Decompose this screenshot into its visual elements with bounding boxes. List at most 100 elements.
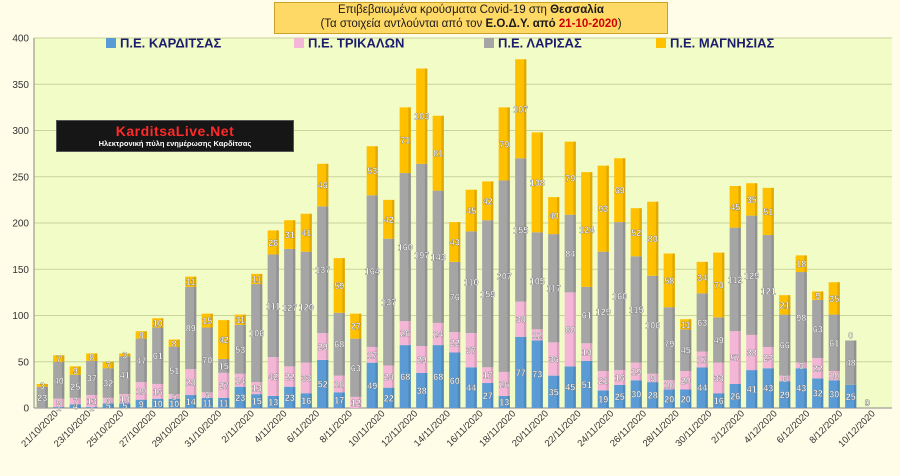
bar-segment-magnisia bbox=[152, 318, 164, 328]
data-label-trikala: 20 bbox=[681, 376, 691, 386]
bar-segment-shade bbox=[210, 392, 213, 398]
bar-segment-karditsa bbox=[449, 352, 461, 408]
bar-segment-magnisia bbox=[746, 183, 758, 216]
bar-segment-shade bbox=[523, 59, 527, 159]
bar-segment-shade bbox=[639, 208, 642, 257]
data-label-larisa: 47 bbox=[136, 356, 146, 366]
data-label-karditsa: 27 bbox=[483, 391, 493, 401]
bar-segment-shade bbox=[358, 313, 362, 339]
bar-segment-karditsa bbox=[135, 399, 147, 408]
data-label-larisa: 164 bbox=[365, 267, 380, 277]
data-label-trikala: 19 bbox=[631, 367, 641, 377]
data-label-magnisia: 103 bbox=[414, 112, 429, 122]
bar-segment-shade bbox=[721, 393, 725, 408]
bar-segment-karditsa bbox=[399, 345, 411, 408]
data-label-trikala: 16 bbox=[615, 373, 625, 383]
bar-segment-magnisia bbox=[828, 282, 840, 315]
bar-segment-magnisia bbox=[581, 172, 593, 287]
bar-segment-trikala bbox=[333, 375, 345, 393]
bar-segment-trikala bbox=[795, 362, 807, 369]
bar-segment-karditsa bbox=[267, 395, 279, 408]
bar-segment-shade bbox=[94, 395, 98, 408]
bar-segment-larisa bbox=[251, 284, 263, 383]
data-label-karditsa: 30 bbox=[829, 390, 839, 400]
data-label-magnisia: 46 bbox=[318, 181, 328, 191]
bar-segment-shade bbox=[177, 398, 180, 408]
data-label-magnisia: 27 bbox=[351, 322, 361, 332]
data-label-trikala: 7 bbox=[73, 397, 78, 407]
bar-segment-shade bbox=[639, 380, 642, 408]
data-label-trikala: 26 bbox=[400, 329, 410, 339]
bar-segment-karditsa bbox=[548, 375, 560, 408]
bar-segment-shade bbox=[622, 370, 626, 385]
bar-segment-shade bbox=[787, 295, 791, 315]
bar-segment-larisa bbox=[729, 227, 741, 332]
bar-segment-shade bbox=[589, 286, 593, 344]
bar-segment-shade bbox=[523, 158, 527, 302]
bar-segment-shade bbox=[853, 384, 857, 408]
bar-segment-larisa bbox=[218, 358, 230, 373]
bar-segment-larisa bbox=[119, 356, 131, 395]
data-label-larisa: 61 bbox=[153, 351, 163, 361]
bar-segment-shade bbox=[804, 255, 807, 273]
bar-segment-shade bbox=[490, 367, 494, 384]
bar-segment-magnisia bbox=[449, 222, 461, 262]
data-label-magnisia: 11 bbox=[186, 277, 196, 287]
bar-segment-magnisia bbox=[185, 276, 197, 287]
bar-segment-shade bbox=[738, 383, 741, 408]
bar-segment-shade bbox=[573, 292, 576, 367]
bar-segment-shade bbox=[606, 371, 609, 391]
bar-segment-shade bbox=[622, 222, 626, 371]
bar-segment-shade bbox=[375, 146, 378, 196]
bar-segment-magnisia bbox=[267, 230, 279, 255]
bar-segment-shade bbox=[853, 340, 857, 385]
bar-segment-larisa bbox=[515, 158, 527, 302]
bar-segment-magnisia bbox=[168, 339, 180, 347]
bar-segment-larisa bbox=[762, 235, 774, 347]
x-tick-label: 4/11/2020 bbox=[252, 408, 289, 445]
bar-segment-shade bbox=[721, 317, 725, 363]
bar-segment-shade bbox=[193, 369, 197, 396]
bar-segment-shade bbox=[391, 238, 395, 366]
bar-segment-trikala bbox=[680, 371, 692, 390]
bar-segment-magnisia bbox=[779, 295, 791, 315]
bar-segment-shade bbox=[837, 380, 840, 408]
bar-segment-trikala bbox=[168, 394, 180, 399]
bar-segment-karditsa bbox=[614, 384, 626, 408]
data-label-trikala: 17 bbox=[483, 371, 493, 381]
data-label-karditsa: 44 bbox=[466, 383, 476, 393]
y-tick-label: 300 bbox=[12, 126, 29, 137]
data-label-magnisia: 18 bbox=[796, 259, 806, 269]
data-label-karditsa: 11 bbox=[202, 398, 212, 408]
bar-segment-shade bbox=[342, 258, 345, 313]
data-label-larisa: 41 bbox=[120, 371, 130, 381]
bar-segment-magnisia bbox=[812, 291, 824, 300]
bar-segment-karditsa bbox=[647, 382, 659, 408]
bar-segment-larisa bbox=[366, 195, 378, 347]
bar-segment-shade bbox=[639, 256, 642, 363]
data-label-magnisia: 15 bbox=[202, 316, 212, 326]
data-label-trikala: 6 bbox=[205, 391, 210, 401]
data-label-karditsa: 32 bbox=[813, 389, 823, 399]
bar-segment-larisa bbox=[284, 248, 296, 367]
data-label-trikala: 38 bbox=[516, 315, 526, 325]
bar-segment-shade bbox=[408, 321, 411, 346]
legend-item-trikala: Π.Ε. ΤΡΙΚΑΛΩΝ bbox=[294, 36, 404, 51]
bar-segment-trikala bbox=[812, 358, 824, 379]
x-tick-label: 6/12/2020 bbox=[775, 408, 813, 446]
data-label-magnisia: 0 bbox=[848, 330, 853, 340]
bar-segment-larisa bbox=[399, 173, 411, 322]
bar-segment-magnisia bbox=[482, 181, 494, 221]
logo-tagline: Ηλεκτρονική πύλη ενημέρωσης Καρδίτσας bbox=[98, 139, 252, 148]
bar-segment-magnisia bbox=[135, 331, 147, 339]
bar-segment-larisa bbox=[498, 180, 510, 372]
bar-segment-shade bbox=[573, 214, 576, 293]
data-label-larisa: 197 bbox=[414, 250, 429, 260]
data-label-larisa: 106 bbox=[249, 329, 264, 339]
bar-segment-shade bbox=[61, 361, 65, 399]
bar-segment-trikala bbox=[284, 366, 296, 387]
bar-segment-karditsa bbox=[300, 393, 312, 408]
bar-segment-trikala bbox=[746, 334, 758, 371]
x-tick-label: 2/12/2020 bbox=[709, 408, 747, 446]
